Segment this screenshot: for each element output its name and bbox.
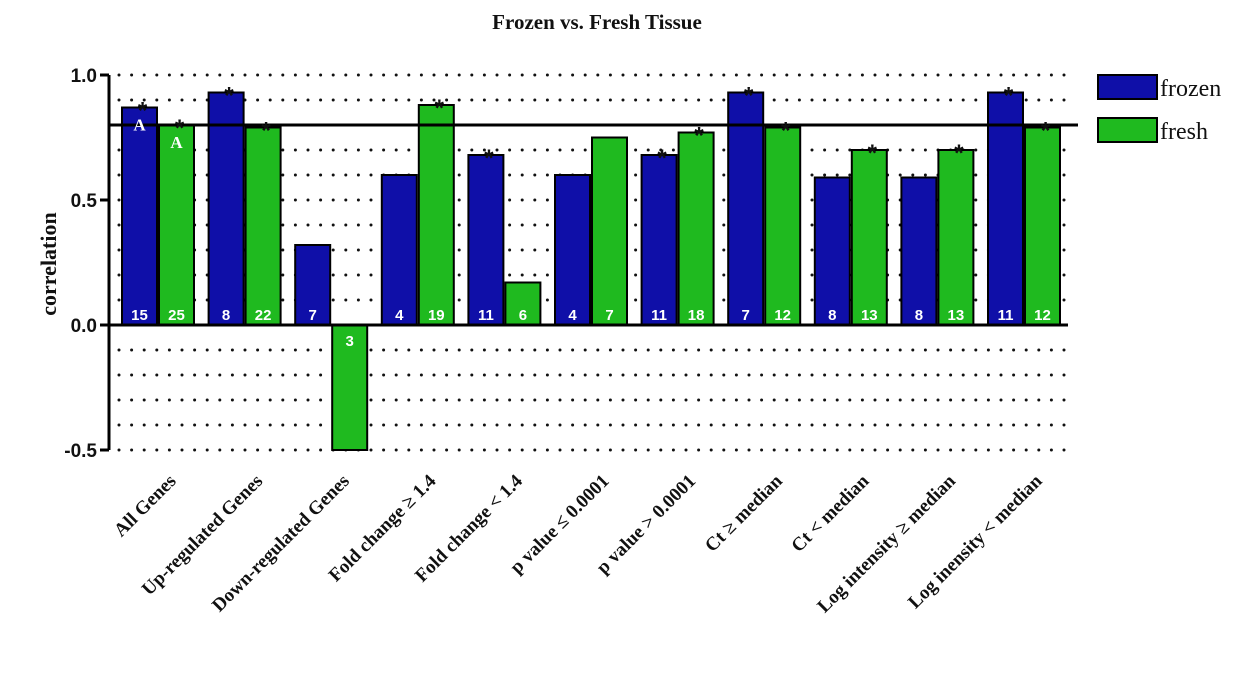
significance-star: * bbox=[261, 118, 271, 145]
significance-star: * bbox=[175, 115, 185, 142]
bar-count-label: 15 bbox=[131, 307, 148, 324]
significance-star: * bbox=[868, 140, 878, 167]
bar-count-label: 11 bbox=[651, 307, 667, 324]
bar-frozen bbox=[121, 106, 158, 326]
bar-count-label: 8 bbox=[915, 307, 923, 324]
y-tick-label: 0.0 bbox=[71, 316, 97, 337]
bar-fresh bbox=[937, 149, 975, 326]
bar-letter-label: A bbox=[170, 133, 183, 152]
bar-count-label: 13 bbox=[948, 307, 965, 324]
bar-count-label: 3 bbox=[346, 333, 354, 350]
legend: frozen fresh bbox=[1097, 74, 1221, 145]
bar-count-label: 19 bbox=[428, 307, 445, 324]
bar-count-label: 11 bbox=[478, 307, 494, 324]
category-label: Ct < median bbox=[787, 470, 873, 556]
legend-label-fresh: fresh bbox=[1160, 119, 1208, 145]
bars bbox=[121, 91, 1061, 451]
bar-frozen bbox=[900, 176, 938, 326]
bar-count-label: 8 bbox=[828, 307, 836, 324]
bar-count-label: 18 bbox=[688, 307, 705, 324]
bar-frozen bbox=[467, 154, 505, 326]
bar-count-label: 13 bbox=[861, 307, 878, 324]
bar-fresh bbox=[417, 104, 455, 326]
bar-frozen bbox=[380, 174, 418, 326]
chart-title: Frozen vs. Fresh Tissue bbox=[492, 10, 702, 34]
bar-fresh bbox=[1024, 126, 1061, 326]
bar-fresh bbox=[850, 149, 888, 326]
bar-count-label: 4 bbox=[395, 307, 404, 324]
significance-star: * bbox=[781, 118, 791, 145]
bar-frozen bbox=[554, 174, 591, 326]
significance-star: * bbox=[224, 83, 234, 110]
bar-count-label: 12 bbox=[1034, 307, 1051, 324]
bar-fresh bbox=[158, 124, 195, 326]
category-label: All Genes bbox=[110, 471, 180, 541]
bar-count-label: 8 bbox=[222, 307, 230, 324]
bar-count-label: 6 bbox=[519, 307, 527, 324]
significance-star: * bbox=[744, 83, 754, 110]
significance-star: * bbox=[435, 95, 445, 122]
bar-fresh bbox=[244, 126, 282, 326]
y-tick-label: -0.5 bbox=[64, 441, 97, 462]
y-tick-label: 0.5 bbox=[71, 191, 98, 212]
bar-count-label: 11 bbox=[998, 307, 1014, 324]
significance-star: * bbox=[657, 145, 667, 172]
legend-swatch-frozen bbox=[1097, 74, 1158, 100]
bar-count-label: 4 bbox=[568, 307, 577, 324]
bar-fresh bbox=[677, 131, 715, 326]
bar-frozen bbox=[727, 91, 765, 326]
bar-count-label: 7 bbox=[742, 307, 750, 324]
significance-star: * bbox=[1004, 83, 1014, 110]
legend-label-frozen: frozen bbox=[1160, 76, 1221, 102]
legend-swatch-fresh bbox=[1097, 117, 1158, 143]
y-tick-label: 1.0 bbox=[71, 66, 97, 87]
axes bbox=[107, 75, 1078, 450]
category-label: Ct ≥ median bbox=[701, 470, 787, 556]
significance-star: * bbox=[954, 140, 964, 167]
significance-star: * bbox=[694, 123, 704, 150]
significance-star: * bbox=[484, 145, 494, 172]
significance-star: * bbox=[1041, 118, 1051, 145]
bar-count-label: 7 bbox=[605, 307, 613, 324]
bar-frozen bbox=[207, 91, 245, 326]
bar-fresh bbox=[764, 126, 802, 326]
bar-fresh bbox=[331, 324, 369, 451]
y-axis-label: correlation bbox=[36, 212, 61, 315]
bar-count-label: 22 bbox=[255, 307, 272, 324]
bar-frozen bbox=[640, 154, 678, 326]
significance-star: * bbox=[138, 98, 148, 125]
bar-count-label: 12 bbox=[774, 307, 791, 324]
bar-frozen bbox=[987, 91, 1024, 326]
bar-frozen bbox=[813, 176, 851, 326]
bar-letter-label: A bbox=[133, 116, 146, 135]
bar-count-label: 7 bbox=[309, 307, 317, 324]
bar-count-label: 25 bbox=[168, 307, 185, 324]
bar-fresh bbox=[591, 136, 628, 326]
bar-labels: 15A*25A*8*22*734 19*11*6 4 7 11*18*7*12*8 13*… bbox=[131, 83, 1051, 351]
y-ticks: 1.0 0.5 0.0 -0.5 bbox=[64, 66, 109, 462]
